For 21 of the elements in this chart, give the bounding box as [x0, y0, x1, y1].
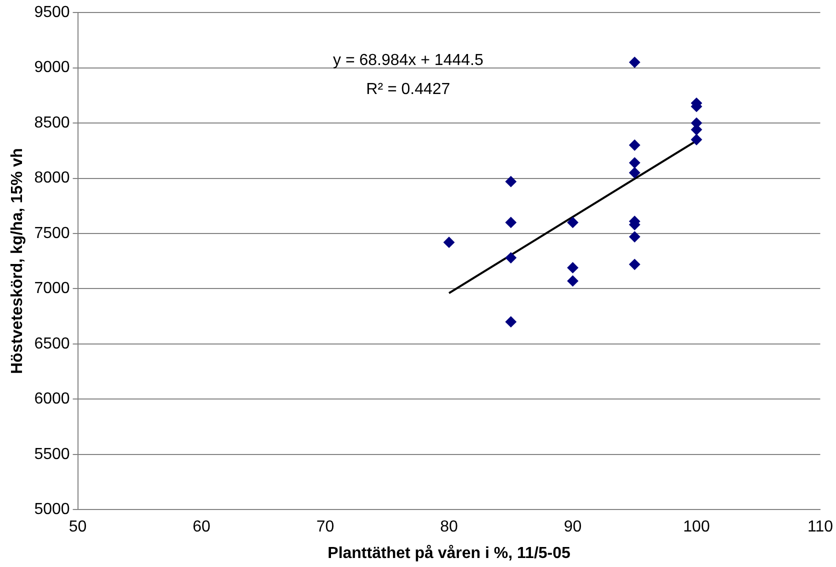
x-axis-title: Planttäthet på våren i %, 11/5-05	[328, 544, 571, 562]
annotation: R² = 0.4427	[366, 81, 450, 98]
y-tick-label: 7000	[34, 280, 70, 298]
y-tick-label: 8500	[34, 114, 70, 132]
x-tick-label: 100	[683, 518, 710, 536]
x-tick-label: 80	[440, 518, 458, 536]
y-tick-label: 5000	[34, 501, 70, 518]
y-tick-label: 5500	[34, 446, 70, 463]
x-tick-label: 60	[192, 518, 211, 536]
y-tick-label: 9500	[34, 4, 70, 22]
x-tick-label: 90	[564, 518, 582, 536]
y-tick-label: 7500	[34, 224, 70, 242]
x-tick-label: 50	[68, 518, 87, 536]
y-tick-label: 6500	[34, 335, 70, 352]
y-tick-label: 6000	[34, 390, 70, 408]
y-axis-title: Höstveteskörd, kg/ha, 15% vh	[9, 148, 26, 374]
y-tick-label: 9000	[34, 59, 70, 76]
x-tick-label: 110	[807, 518, 834, 536]
y-tick-label: 8000	[34, 170, 70, 187]
annotation: y = 68.984x + 1444.5	[333, 52, 484, 70]
x-tick-label: 70	[316, 518, 334, 536]
